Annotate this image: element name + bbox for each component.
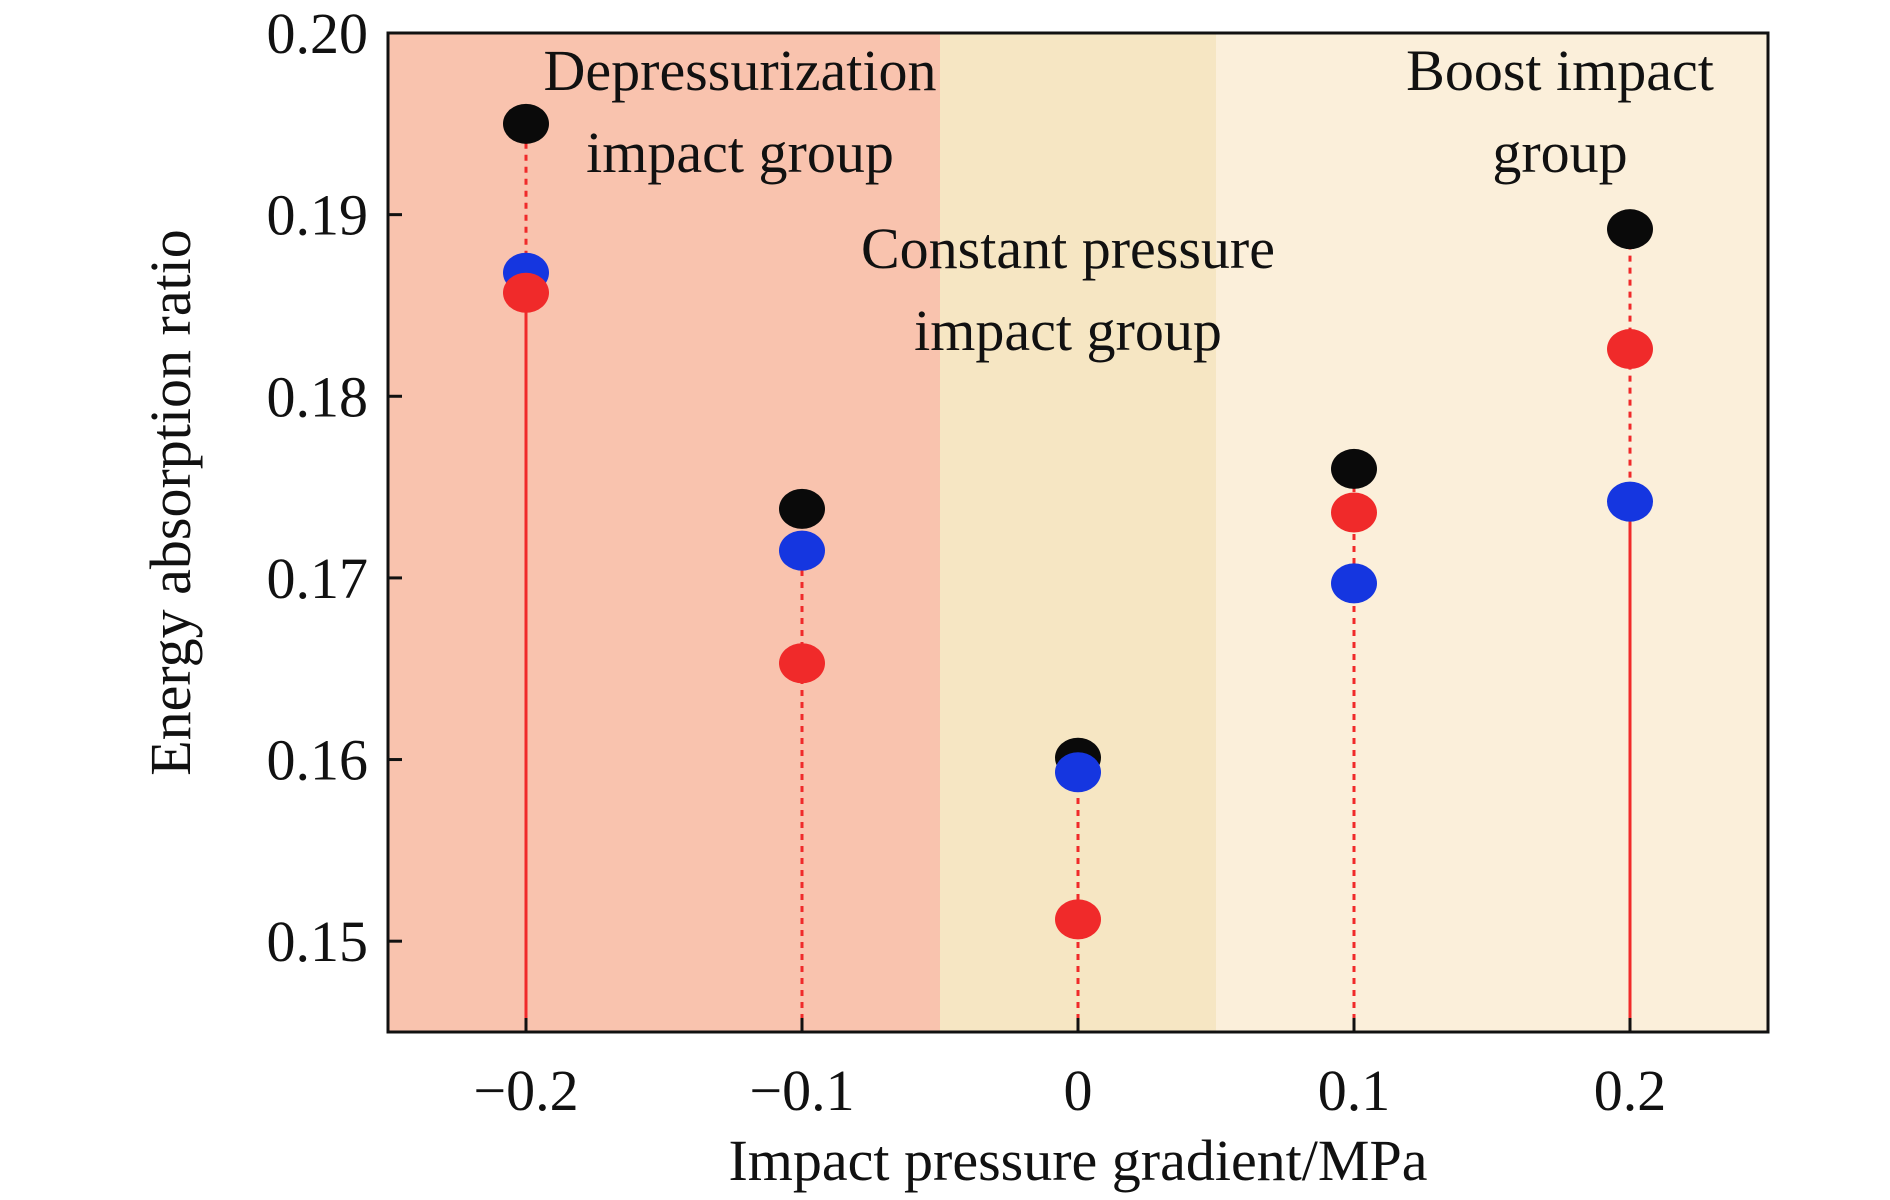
point-series-1-1 [779, 530, 825, 571]
y-tick-label-1: 0.16 [267, 728, 369, 793]
point-series-0-4 [1607, 209, 1653, 250]
y-tick-label-3: 0.18 [267, 364, 369, 429]
region-label-2-line-1: group [1492, 120, 1627, 185]
point-series-2-3 [1331, 492, 1377, 533]
x-tick-label-0: −0.2 [473, 1058, 578, 1123]
y-tick-label-0: 0.15 [267, 909, 369, 974]
region-0 [388, 33, 940, 1032]
region-2 [1216, 33, 1768, 1032]
x-tick-label-4: 0.2 [1594, 1058, 1667, 1123]
x-tick-label-1: −0.1 [749, 1058, 854, 1123]
y-axis-title: Energy absorption ratio [138, 229, 203, 776]
point-series-2-1 [779, 643, 825, 684]
y-tick-label-4: 0.19 [267, 183, 369, 248]
region-label-2-line-0: Boost impact [1406, 38, 1714, 103]
x-tick-label-2: 0 [1064, 1058, 1093, 1123]
point-series-0-0 [503, 103, 549, 144]
point-series-2-0 [503, 272, 549, 313]
point-series-2-4 [1607, 329, 1653, 370]
x-axis-title: Impact pressure gradient/MPa [728, 1128, 1427, 1193]
region-label-0-line-0: Depressurization [544, 38, 937, 103]
point-series-1-2 [1055, 752, 1101, 793]
region-label-1-line-1: impact group [914, 298, 1222, 363]
background-regions [388, 33, 1768, 1032]
region-1 [940, 33, 1216, 1032]
point-series-0-3 [1331, 448, 1377, 489]
point-series-1-3 [1331, 563, 1377, 604]
data-points [503, 103, 1653, 940]
point-series-1-4 [1607, 481, 1653, 522]
axis-ticks: 0.15 0.16 0.17 0.18 0.19 0.20 −0.2 −0.1 0 0.1 0.2 [267, 1, 1667, 1123]
y-tick-label-5: 0.20 [267, 1, 369, 66]
region-label-1-line-0: Constant pressure [861, 216, 1275, 281]
point-series-0-1 [779, 488, 825, 529]
region-label-0-line-1: impact group [586, 120, 894, 185]
y-tick-label-2: 0.17 [267, 546, 369, 611]
region-annotations: Depressurization impact group Constant pre… [544, 38, 1714, 363]
x-tick-label-3: 0.1 [1318, 1058, 1391, 1123]
point-series-2-2 [1055, 899, 1101, 940]
